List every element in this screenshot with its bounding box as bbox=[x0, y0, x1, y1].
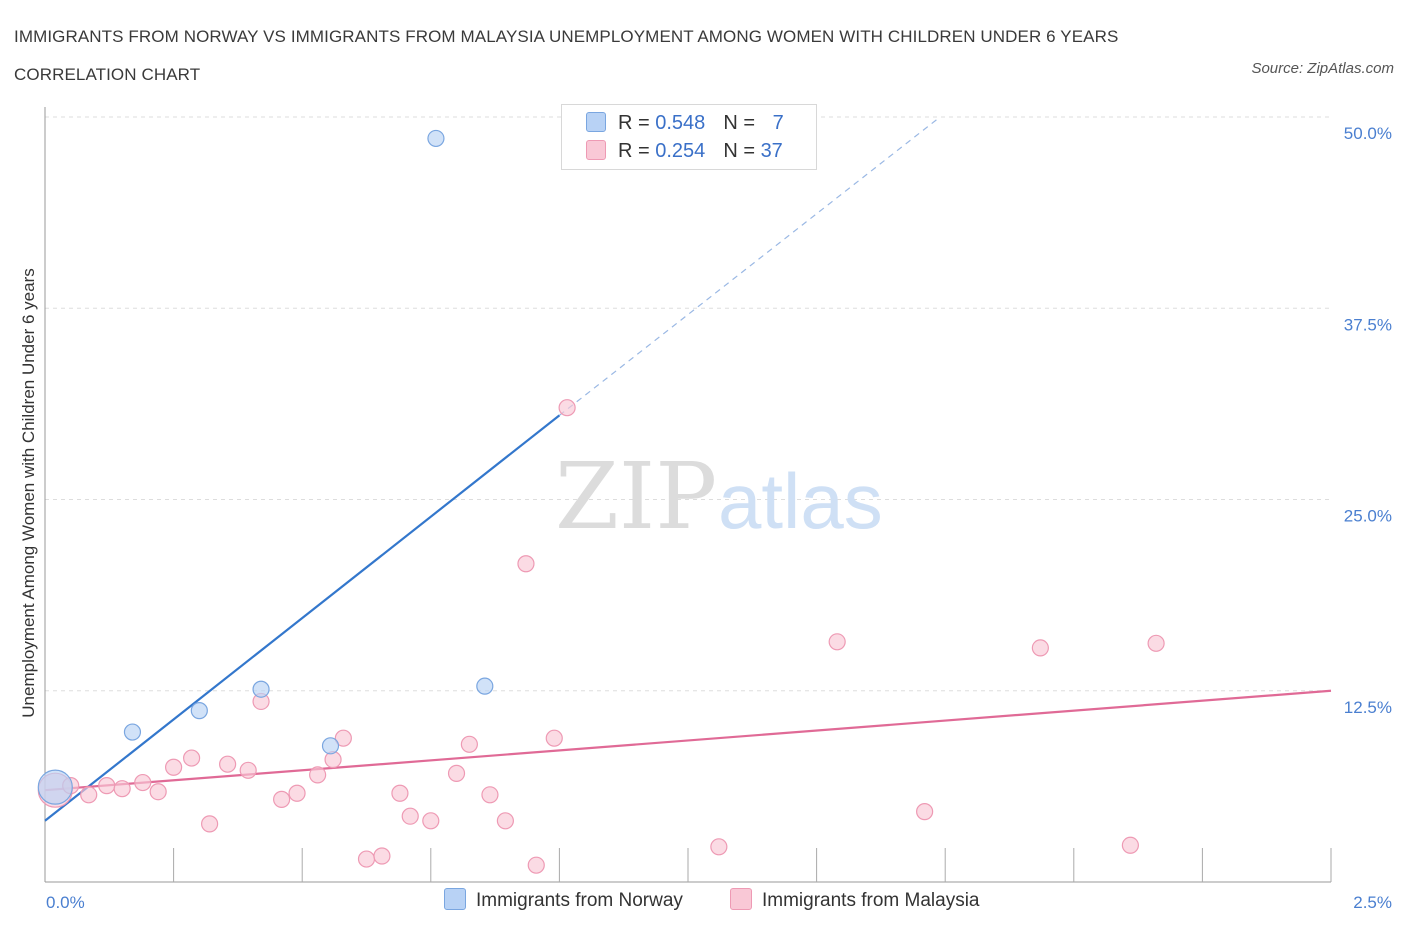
norway-point bbox=[123, 723, 142, 741]
legend-norway-r-value: 0.548 bbox=[655, 112, 706, 134]
malaysia-point bbox=[710, 838, 728, 856]
grid-lines bbox=[45, 116, 1331, 692]
legend-row-malaysia: R = 0.254 N = 37 bbox=[586, 140, 783, 166]
legend-norway-n-value: 7 bbox=[772, 112, 784, 134]
y-axis-label: Unemployment Among Women with Children U… bbox=[19, 268, 38, 717]
malaysia-point bbox=[1121, 836, 1139, 854]
malaysia-point bbox=[334, 729, 352, 747]
legend-malaysia-n-label: N = bbox=[723, 140, 761, 162]
norway-point bbox=[37, 769, 73, 805]
malaysia-point bbox=[183, 749, 201, 767]
bottom-legend-malaysia: Immigrants from Malaysia bbox=[730, 888, 980, 912]
y-tick-label: 50.0% bbox=[1344, 124, 1392, 143]
watermark-zip: ZIP bbox=[555, 443, 717, 550]
malaysia-point bbox=[288, 784, 306, 802]
bottom-swatch-malaysia bbox=[730, 888, 752, 910]
malaysia-point bbox=[545, 729, 563, 747]
malaysia-point bbox=[134, 773, 152, 792]
y-tick-label: 37.5% bbox=[1344, 315, 1392, 334]
malaysia-point bbox=[1031, 639, 1049, 657]
malaysia-trend-line bbox=[44, 689, 1332, 792]
malaysia-point bbox=[273, 790, 291, 808]
malaysia-point bbox=[219, 755, 237, 773]
norway-point bbox=[427, 129, 445, 148]
x-tick-labels: 0.0% 2.5% bbox=[46, 893, 1392, 912]
norway-point bbox=[321, 737, 340, 755]
malaysia-point bbox=[98, 777, 116, 795]
chart-title: IMMIGRANTS FROM NORWAY VS IMMIGRANTS FRO… bbox=[14, 27, 1119, 84]
malaysia-point bbox=[828, 633, 846, 651]
bottom-legend-malaysia-label: Immigrants from Malaysia bbox=[762, 890, 980, 911]
y-tick-label: 12.5% bbox=[1344, 698, 1392, 717]
malaysia-point bbox=[1147, 634, 1165, 652]
legend-malaysia-r-label: R = bbox=[618, 140, 656, 162]
norway-point bbox=[252, 680, 270, 698]
malaysia-point bbox=[357, 850, 376, 868]
malaysia-point bbox=[239, 761, 257, 779]
bottom-legend-norway-label: Immigrants from Norway bbox=[476, 890, 683, 911]
data-points bbox=[37, 129, 1165, 874]
malaysia-point bbox=[447, 764, 466, 782]
malaysia-point bbox=[496, 812, 514, 830]
y-tick-label: 25.0% bbox=[1344, 507, 1392, 526]
legend: R = 0.548 N = 7 R = 0.254 N = 37 bbox=[561, 104, 817, 170]
malaysia-point bbox=[422, 812, 440, 830]
norway-point bbox=[190, 702, 208, 720]
malaysia-point bbox=[558, 399, 576, 417]
bottom-swatch-norway bbox=[444, 888, 466, 910]
norway-trend-line bbox=[44, 414, 561, 822]
legend-malaysia-n-value: 37 bbox=[760, 140, 783, 162]
malaysia-point bbox=[481, 786, 499, 804]
malaysia-point bbox=[916, 803, 934, 821]
legend-norway-r-label: R = bbox=[618, 112, 656, 134]
malaysia-point bbox=[309, 766, 327, 784]
legend-swatch-norway bbox=[586, 112, 606, 132]
trend-lines bbox=[44, 116, 1332, 822]
malaysia-point bbox=[460, 735, 478, 753]
y-tick-labels: 12.5% 25.0% 37.5% 50.0% bbox=[1344, 124, 1392, 717]
malaysia-point bbox=[401, 807, 419, 825]
x-tick-label: 0.0% bbox=[46, 893, 85, 912]
malaysia-point bbox=[373, 847, 391, 865]
axes bbox=[44, 107, 1332, 883]
legend-norway-n-label: N = bbox=[723, 112, 761, 134]
malaysia-point bbox=[517, 555, 535, 573]
malaysia-point bbox=[113, 780, 131, 798]
malaysia-point bbox=[165, 758, 183, 776]
watermark: ZIP atlas bbox=[555, 443, 883, 550]
malaysia-point bbox=[201, 815, 219, 833]
source-label: Source: ZipAtlas.com bbox=[1251, 60, 1394, 77]
x-tick-label: 2.5% bbox=[1353, 893, 1392, 912]
norway-trend-extension bbox=[559, 116, 941, 416]
malaysia-point bbox=[149, 783, 167, 801]
malaysia-point bbox=[80, 786, 98, 804]
legend-malaysia-r-value: 0.254 bbox=[655, 140, 706, 162]
norway-point bbox=[476, 677, 494, 695]
legend-row-norway: R = 0.548 N = 7 bbox=[586, 112, 784, 138]
watermark-atlas: atlas bbox=[718, 457, 883, 545]
legend-swatch-malaysia bbox=[586, 140, 606, 160]
malaysia-point bbox=[391, 784, 409, 802]
malaysia-point bbox=[527, 856, 545, 874]
bottom-legend-norway: Immigrants from Norway bbox=[444, 888, 683, 912]
